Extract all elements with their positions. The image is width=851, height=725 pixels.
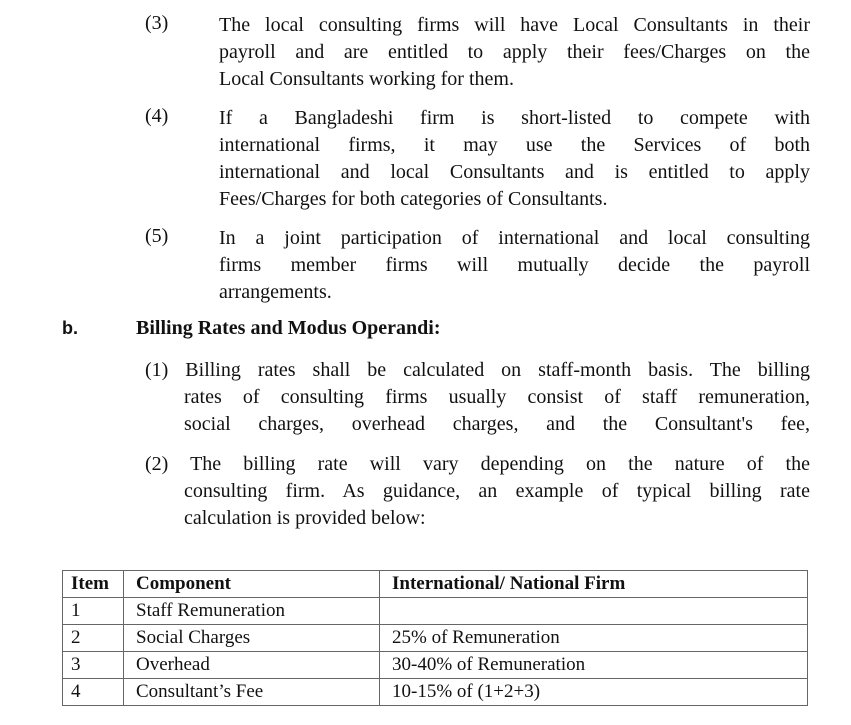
text-line: (1) Billing rates shall be calculated on… bbox=[145, 359, 810, 381]
billing-rate-table: Item Component International/ National F… bbox=[62, 570, 808, 706]
table-cell: 2 bbox=[62, 624, 124, 652]
text-line: The local consulting firms will have Loc… bbox=[219, 14, 810, 36]
text-line: (2) The billing rate will vary depending… bbox=[145, 453, 810, 475]
table-cell bbox=[379, 597, 808, 625]
paragraph-item-4: If a Bangladeshi firm is short-listed to… bbox=[219, 105, 810, 213]
header-cell: International/ National Firm bbox=[379, 570, 808, 598]
paragraph-sub-2: (2) The billing rate will vary depending… bbox=[145, 451, 810, 532]
table-cell: 30-40% of Remuneration bbox=[379, 651, 808, 679]
text-line: In a joint participation of internationa… bbox=[219, 227, 810, 249]
table-cell: 10-15% of (1+2+3) bbox=[379, 678, 808, 706]
text-line: rates of consulting firms usually consis… bbox=[184, 386, 810, 408]
item-label: (4) bbox=[145, 105, 169, 127]
text-line: social charges, overhead charges, and th… bbox=[184, 413, 810, 435]
text-line: international and local Consultants and … bbox=[219, 161, 810, 183]
table-cell: 4 bbox=[62, 678, 124, 706]
text-line: consulting firm. As guidance, an example… bbox=[184, 480, 810, 502]
table-row: 4 Consultant’s Fee 10-15% of (1+2+3) bbox=[62, 678, 808, 706]
text-line: Local Consultants working for them. bbox=[219, 68, 514, 90]
table-cell: Consultant’s Fee bbox=[123, 678, 380, 706]
table-cell: 1 bbox=[62, 597, 124, 625]
header-cell: Component bbox=[123, 570, 380, 598]
table-header-row: Item Component International/ National F… bbox=[62, 570, 808, 598]
table-cell: 3 bbox=[62, 651, 124, 679]
table-row: 1 Staff Remuneration bbox=[62, 597, 808, 625]
paragraph-item-5: In a joint participation of internationa… bbox=[219, 225, 810, 306]
text-line: firms member firms will mutually decide … bbox=[219, 254, 810, 276]
text-line: Fees/Charges for both categories of Cons… bbox=[219, 188, 608, 210]
header-cell: Item bbox=[62, 570, 124, 598]
text-line: international firms, it may use the Serv… bbox=[219, 134, 810, 156]
section-label: b. bbox=[62, 318, 78, 338]
section-title: Billing Rates and Modus Operandi: bbox=[136, 317, 441, 339]
paragraph-sub-1: (1) Billing rates shall be calculated on… bbox=[145, 357, 810, 438]
text-line: If a Bangladeshi firm is short-listed to… bbox=[219, 107, 810, 129]
item-label: (3) bbox=[145, 12, 169, 34]
text-line: payroll and are entitled to apply their … bbox=[219, 41, 810, 63]
table-cell: 25% of Remuneration bbox=[379, 624, 808, 652]
item-label: (5) bbox=[145, 225, 169, 247]
table-cell: Overhead bbox=[123, 651, 380, 679]
text-line: calculation is provided below: bbox=[184, 507, 426, 529]
paragraph-item-3: The local consulting firms will have Loc… bbox=[219, 12, 810, 93]
table-row: 2 Social Charges 25% of Remuneration bbox=[62, 624, 808, 652]
text-line: arrangements. bbox=[219, 281, 332, 303]
table-row: 3 Overhead 30-40% of Remuneration bbox=[62, 651, 808, 679]
table-cell: Social Charges bbox=[123, 624, 380, 652]
table-cell: Staff Remuneration bbox=[123, 597, 380, 625]
